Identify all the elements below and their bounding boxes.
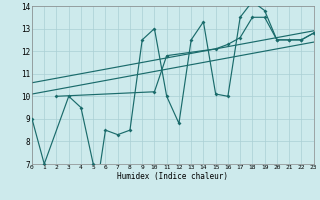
X-axis label: Humidex (Indice chaleur): Humidex (Indice chaleur) bbox=[117, 172, 228, 181]
